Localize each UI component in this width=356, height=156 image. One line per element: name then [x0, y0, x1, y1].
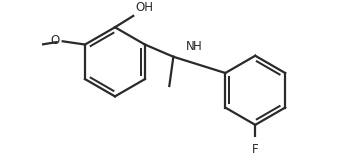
Text: N: N: [186, 41, 195, 54]
Text: O: O: [51, 34, 60, 47]
Text: OH: OH: [135, 1, 153, 14]
Text: F: F: [252, 143, 258, 156]
Text: H: H: [193, 41, 202, 54]
